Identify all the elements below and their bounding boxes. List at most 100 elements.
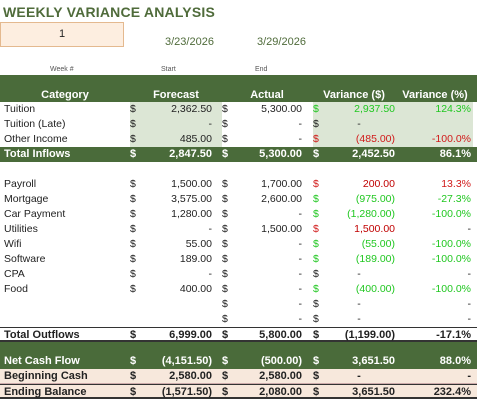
actual-cell[interactable]: - (298, 253, 303, 265)
forecast-cell[interactable]: 1,280.00 (171, 208, 212, 220)
dollar-sign: $ (222, 178, 228, 190)
actual-cell[interactable]: 1,700.00 (261, 178, 302, 190)
variance-cell: 2,937.50 (354, 103, 395, 115)
row-label[interactable]: Utilities (4, 223, 38, 235)
forecast-cell: (4,151.50) (161, 355, 212, 367)
forecast-cell[interactable]: 400.00 (179, 283, 212, 295)
actual-cell[interactable]: - (298, 238, 303, 250)
variance-cell: - (357, 313, 361, 325)
actual-cell[interactable]: 5,300.00 (261, 103, 302, 115)
dollar-sign: $ (130, 193, 136, 205)
row-label[interactable]: Tuition (Late) (4, 118, 66, 130)
page-title: WEEKLY VARIANCE ANALYSIS (3, 4, 215, 20)
dollar-sign: $ (313, 313, 319, 325)
row-label: Net Cash Flow (4, 355, 80, 367)
forecast-cell[interactable]: 189.00 (179, 253, 212, 265)
dollar-sign: $ (130, 283, 136, 295)
dollar-sign: $ (222, 268, 228, 280)
separator-band (0, 342, 477, 354)
variance-pct-cell (396, 117, 471, 132)
variance-pct-cell: - (467, 223, 472, 235)
forecast-cell: 6,999.00 (169, 329, 212, 341)
actual-cell[interactable]: 1,500.00 (261, 223, 302, 235)
actual-cell[interactable]: - (298, 268, 303, 280)
row-label[interactable]: Wifi (4, 238, 22, 250)
actual-cell[interactable]: - (298, 208, 303, 220)
forecast-cell[interactable]: - (208, 268, 213, 280)
dollar-sign: $ (222, 148, 229, 160)
forecast-cell[interactable]: - (208, 118, 213, 130)
variance-pct-cell: - (467, 370, 471, 382)
row-label[interactable]: Tuition (4, 103, 36, 115)
total-inflows-row: Total Inflows $ 2,847.50 $ 5,300.00 $ 2,… (0, 147, 477, 162)
dollar-sign: $ (313, 355, 320, 367)
table-row: Food $400.00 $ - $ (400.00) -100.0% (0, 282, 477, 297)
actual-cell[interactable]: - (298, 118, 303, 130)
actual-cell[interactable]: - (298, 298, 303, 310)
table-row: CPA $ - $ - $ - - (0, 267, 477, 282)
row-label[interactable] (0, 297, 128, 312)
dollar-sign: $ (130, 355, 137, 367)
dollar-sign: $ (313, 370, 320, 382)
dollar-sign: $ (313, 268, 319, 280)
variance-shade (313, 117, 473, 132)
forecast-shade (130, 102, 222, 117)
table-row: Software $189.00 $ - $ (189.00) -100.0% (0, 252, 477, 267)
dollar-sign: $ (222, 298, 228, 310)
dollar-sign: $ (222, 370, 229, 382)
forecast-cell[interactable]: 2,362.50 (171, 103, 212, 115)
header-actual: Actual (250, 89, 284, 101)
dollar-sign: $ (313, 193, 319, 205)
actual-cell[interactable]: 2,600.00 (261, 193, 302, 205)
row-label[interactable]: Payroll (4, 178, 37, 190)
row-label[interactable]: Car Payment (4, 208, 66, 220)
dollar-sign: $ (130, 370, 137, 382)
variance-cell: (189.00) (355, 253, 395, 265)
row-label[interactable]: CPA (4, 268, 25, 280)
dollar-sign: $ (313, 238, 319, 250)
forecast-cell[interactable]: 3,575.00 (171, 193, 212, 205)
forecast-cell[interactable]: 1,500.00 (171, 178, 212, 190)
start-date[interactable]: 3/23/2026 (165, 36, 214, 48)
row-label[interactable]: Food (4, 283, 28, 295)
variance-pct-cell: -100.0% (431, 133, 471, 145)
forecast-cell[interactable]: - (208, 223, 213, 235)
variance-cell: (400.00) (355, 283, 395, 295)
variance-cell: (975.00) (355, 193, 395, 205)
forecast-cell[interactable]: 485.00 (179, 133, 212, 145)
table-row: Payroll $1,500.00 $1,700.00 $200.00 13.3% (0, 177, 477, 192)
dollar-sign: $ (222, 193, 228, 205)
dollar-sign: $ (130, 148, 137, 160)
start-label: Start (161, 66, 176, 73)
week-label: Week # (50, 66, 74, 73)
variance-shade (313, 132, 473, 147)
variance-cell: 3,651.50 (352, 355, 395, 367)
row-label[interactable]: Other Income (4, 133, 68, 145)
week-number-input[interactable]: 1 (0, 22, 124, 47)
row-label[interactable]: Software (4, 253, 46, 265)
column-header-row: Category Forecast Actual Variance ($) Va… (0, 88, 477, 102)
header-variance-pct: Variance (%) (402, 89, 468, 101)
actual-cell[interactable]: - (298, 313, 303, 325)
row-label[interactable] (0, 312, 128, 327)
forecast-shade (130, 117, 222, 132)
actual-cell[interactable]: - (298, 133, 303, 145)
variance-shade (313, 102, 473, 117)
table-row: Car Payment $1,280.00 $ - $ (1,280.00) -100.0% (0, 207, 477, 222)
row-label[interactable]: Mortgage (4, 193, 49, 205)
end-date[interactable]: 3/29/2026 (257, 36, 306, 48)
actual-cell[interactable]: - (298, 283, 303, 295)
actual-cell: (500.00) (261, 355, 302, 367)
row-label: Total Outflows (4, 329, 80, 341)
row-label: Total Inflows (4, 148, 71, 160)
variance-cell: - (357, 118, 361, 130)
dollar-sign: $ (222, 355, 229, 367)
variance-cell: (1,280.00) (347, 208, 395, 220)
dollar-sign: $ (222, 283, 228, 295)
variance-pct-cell: -100.0% (431, 283, 471, 295)
table-row: Utilities $ - $1,500.00 $1,500.00- (0, 222, 477, 237)
forecast-cell[interactable]: 55.00 (185, 238, 212, 250)
variance-pct-cell: 13.3% (441, 178, 471, 190)
actual-cell: 5,800.00 (259, 329, 302, 341)
variance-cell: - (357, 370, 361, 382)
